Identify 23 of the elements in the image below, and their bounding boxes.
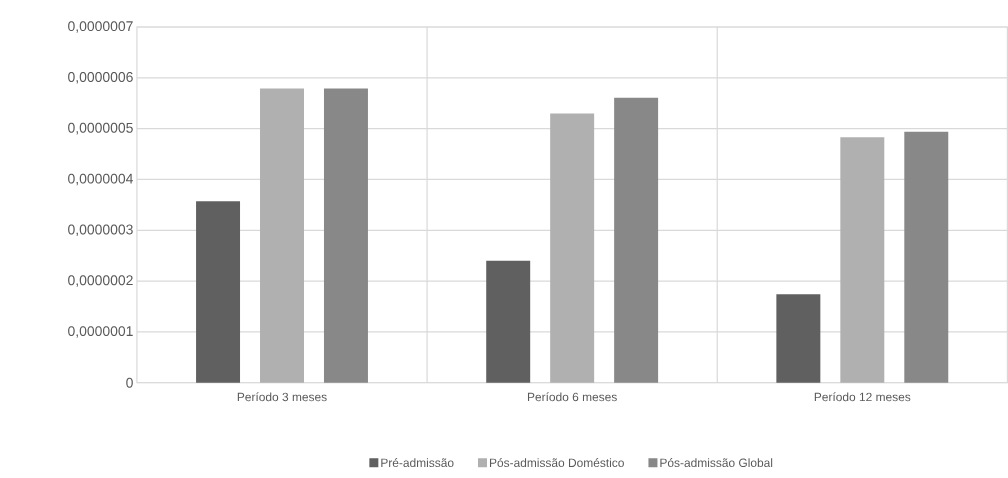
- bar: [550, 113, 595, 383]
- x-tick-label: Período 6 meses: [527, 392, 617, 402]
- legend-label: Pós-admissão Global: [660, 458, 773, 468]
- y-tick-label: 0,0000005: [68, 123, 133, 135]
- y-tick-label: 0,0000001: [68, 326, 133, 338]
- bar: [260, 88, 304, 383]
- x-tick-label: Período 12 meses: [814, 392, 911, 402]
- y-tick-label: 0: [126, 377, 133, 388]
- y-tick-label: 0,0000002: [68, 275, 133, 288]
- legend-label: Pré-admissão: [381, 458, 454, 468]
- x-tick-label: Período 3 meses: [237, 392, 327, 402]
- bar: [486, 260, 531, 383]
- bar: [904, 131, 949, 383]
- y-tick-label: 0,0000003: [68, 224, 133, 237]
- bar: [614, 97, 659, 383]
- bar: [323, 88, 368, 383]
- y-tick-label: 0,0000006: [68, 72, 133, 84]
- bar: [840, 137, 885, 383]
- bar: [196, 201, 241, 383]
- y-tick-label: 0,0000007: [68, 21, 133, 33]
- legend-label: Pós-admissão Doméstico: [489, 458, 624, 468]
- y-tick-label: 0,0000004: [68, 173, 133, 186]
- bar: [776, 294, 821, 383]
